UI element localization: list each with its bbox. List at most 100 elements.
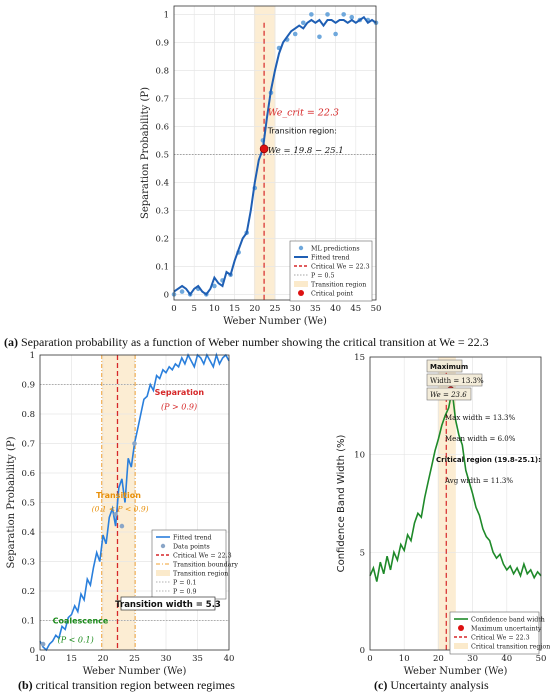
chart-a-legend-label-3: P = 0.5 [311,273,335,280]
chart-a-ytick-3: 0.3 [155,206,169,216]
chart-c-annot-max-title: Maximum [430,363,468,371]
chart-b-annot-transition: Transition [96,491,141,500]
caption-a-text: Separation probability as a function of … [21,335,489,349]
chart-b-legend-swatch-4 [156,570,170,576]
chart-c-annot-max-width-text: Max width = 13.3% [445,414,515,422]
chart-c-xtick-5: 50 [536,654,547,664]
chart-b-point-3 [132,441,137,446]
chart-a-ytick-9: 0.9 [155,38,169,48]
chart-b-legend-box [151,529,227,600]
chart-b-legend-label-4: Transition region [173,571,228,578]
chart-b-legend-label-5: P = 0.1 [173,580,197,587]
chart-a-ytick-4: 0.4 [155,178,169,188]
chart-b-ytick-0: 0 [30,646,35,656]
chart-a-xtick-4: 20 [249,304,260,314]
chart-a-annot-transition-range: We = 19.8 − 25.1 [268,146,344,156]
chart-b-ytick-7: 0.7 [21,440,35,450]
chart-a-xlabel: Weber Number (We) [223,316,327,327]
chart-b-xtick-1: 15 [66,654,77,664]
chart-b-legend-label-2: Critical We = 22.3 [173,553,232,560]
chart-b-legend-label-6: P = 0.9 [173,589,197,596]
chart-a-ytick-7: 0.7 [155,94,169,104]
chart-c-xtick-0: 0 [367,654,372,664]
chart-c-xlabel: Weber Number (We) [404,666,508,677]
chart-c-xtick-2: 20 [433,654,444,664]
caption-b-label: (b) [18,678,33,692]
chart-c-annot-max-width: Width = 13.3% [430,377,484,385]
chart-a-xtick-1: 5 [191,304,196,314]
chart-c-legend-label-0: Confidence band width [471,617,545,624]
chart-c-annot-critical-region: Critical region (19.8-25.1): [436,456,541,464]
chart-c-annot-avg-width: Avg width = 11.3% [444,477,513,485]
chart-a-legend-label-2: Critical We = 22.3 [311,264,370,271]
chart-b-xtick-5: 35 [192,654,203,664]
chart-c-ytick-0: 0 [360,646,365,656]
chart-a-annot-critical: We_crit = 22.3 [268,107,339,118]
chart-c-legend-label-3: Critical transition region [471,644,550,651]
chart-a-legend-label-1: Fitted trend [311,255,350,262]
chart-c-annot-max-we: We = 23.6 [430,391,467,399]
chart-c-xtick-1: 10 [399,654,410,664]
chart-c-legend-swatch-1 [458,625,464,631]
chart-b-legend-label-3: Transition boundary [173,562,238,569]
chart-a-legend-swatch-0 [298,245,304,251]
chart-c-ylabel: Confidence Band Width (%) [336,435,347,573]
chart-b-annot-width: Transition width = 5.3 [115,600,221,610]
chart-c-xtick-4: 40 [501,654,512,664]
chart-b-annot-separation-cond: (P > 0.9) [161,403,197,412]
chart-b-ytick-10: 1 [30,351,35,361]
chart-a-point-15 [292,31,298,37]
chart-b-ytick-4: 0.4 [21,528,35,538]
chart-a-point-5 [212,283,217,289]
chart-a-ytick-2: 0.2 [155,234,169,244]
chart-b-ytick-9: 0.9 [21,381,35,391]
chart-a-xtick-10: 50 [371,304,382,314]
chart-b-ytick-1: 0.1 [21,617,35,627]
chart-a-point-19 [325,12,330,17]
chart-a-xtick-9: 45 [350,304,361,314]
chart-c-ytick-2: 10 [354,451,365,461]
chart-a-ytick-8: 0.8 [155,66,169,76]
chart-a-frame [173,5,377,301]
chart-a-legend-swatch-4 [294,281,308,287]
chart-a-point-18 [317,34,322,40]
chart-b-xtick-2: 20 [98,654,109,664]
chart-a-ytick-10: 1 [164,10,169,20]
chart-b-ytick-2: 0.2 [21,587,35,597]
chart-b-legend-swatch-1 [160,543,166,549]
chart-a-xtick-3: 15 [229,304,240,314]
chart-b-annot-coalescence: Coalescence [53,616,109,625]
chart-c-ytick-3: 15 [354,353,365,363]
chart-b-xtick-3: 25 [129,654,140,664]
chart-a-ylabel: Separation Probability (P) [140,87,151,219]
caption-c-label: (c) [374,678,388,692]
chart-b-ytick-3: 0.3 [21,558,35,568]
chart-b-width-box [120,596,216,611]
chart-a-ytick-6: 0.6 [155,122,169,132]
caption-c-text: Uncertainty analysis [390,678,489,692]
chart-a-xtick-6: 30 [290,304,301,314]
chart-b-ytick-5: 0.5 [21,499,35,509]
caption-a-label: (a) [4,335,18,349]
chart-c-annot-mean-width-text: Mean width = 6.0% [445,435,516,443]
chart-b-ytick-6: 0.6 [21,469,35,479]
chart-c-xtick-3: 30 [467,654,478,664]
chart-a-point-21 [341,12,346,17]
chart-a-legend-label-0: ML predictions [311,246,360,253]
chart-c-band-width [369,390,542,582]
chart-c-legend-swatch-3 [454,643,468,649]
chart-a-point-22 [349,14,355,20]
chart-a-xtick-0: 0 [171,304,176,314]
chart-b-ylabel: Separation Probability (P) [6,436,17,568]
chart-b-xtick-6: 40 [224,654,235,664]
chart-a-legend-box [289,240,373,302]
caption-b: (b) critical transition region between r… [18,678,235,693]
chart-a-point-1 [179,289,185,294]
chart-a-ytick-1: 0.1 [155,262,169,272]
chart-a-legend-label-5: Critical point [311,291,354,298]
chart-b-frame [39,354,230,651]
chart-a-point-17 [309,12,314,17]
chart-b-ytick-8: 0.8 [21,410,35,420]
caption-a: (a) Separation probability as a function… [4,335,489,350]
chart-c-max-we-box [426,387,472,401]
